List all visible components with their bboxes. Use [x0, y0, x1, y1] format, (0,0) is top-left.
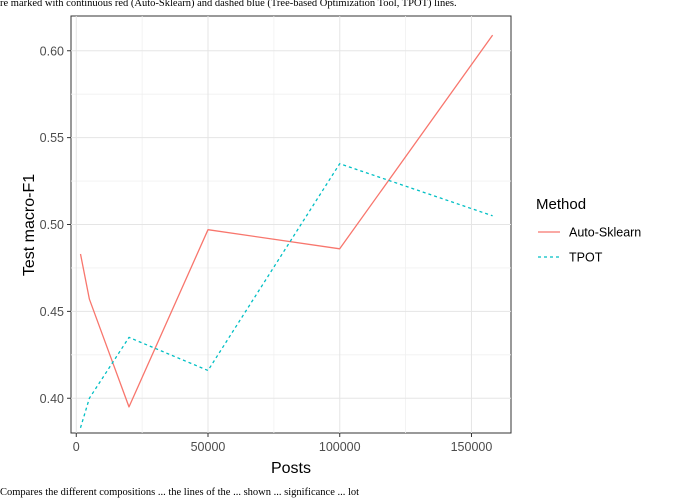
- series-line-auto-sklearn: [79, 34, 494, 408]
- legend: Method Auto-Sklearn TPOT: [536, 196, 641, 265]
- x-tick-label: 100000: [319, 440, 361, 454]
- y-tick-label: 0.50: [40, 218, 64, 232]
- legend-title: Method: [536, 196, 586, 213]
- y-axis-title: Test macro-F1: [21, 174, 38, 276]
- x-tick-label: 0: [73, 440, 80, 454]
- series-line-tpot: [79, 163, 493, 428]
- legend-label: Auto-Sklearn: [569, 226, 641, 240]
- legend-label: TPOT: [569, 251, 603, 265]
- figure-caption: re marked with continuous red (Auto-Skle…: [0, 0, 457, 9]
- y-tick-label: 0.40: [40, 392, 64, 406]
- y-tick-label: 0.55: [40, 131, 64, 145]
- x-axis-title: Posts: [271, 460, 311, 477]
- x-tick-label: 150000: [451, 440, 493, 454]
- y-tick-label: 0.60: [40, 44, 64, 58]
- y-tick-label: 0.45: [40, 305, 64, 319]
- x-tick-label: 50000: [191, 440, 226, 454]
- figure-caption-below: Compares the different compositions ... …: [0, 487, 360, 498]
